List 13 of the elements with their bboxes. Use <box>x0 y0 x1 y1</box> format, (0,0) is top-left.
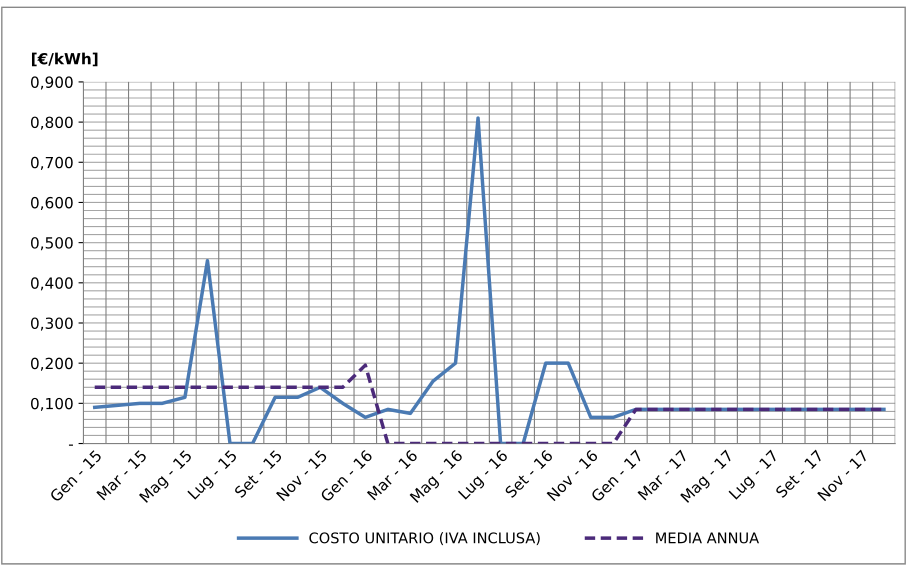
y-tick-label: 0,300 <box>30 317 73 331</box>
y-tick-label: 0,600 <box>30 196 73 210</box>
y-tick-label: - <box>68 444 73 446</box>
legend-label: MEDIA ANNUA <box>656 532 760 544</box>
y-tick-label: 0,500 <box>30 237 73 250</box>
y-tick-label: 0,900 <box>30 76 73 90</box>
legend-label: COSTO UNITARIO (IVA INCLUSA) <box>309 532 540 546</box>
y-tick-label: 0,400 <box>30 277 73 290</box>
y-tick-label: 0,200 <box>30 358 73 371</box>
y-tick-label: 0,100 <box>30 398 73 411</box>
y-tick-label: 0,700 <box>30 156 73 170</box>
y-axis-title: [€/kWh] <box>32 52 98 66</box>
y-tick-label: 0,800 <box>30 116 73 130</box>
